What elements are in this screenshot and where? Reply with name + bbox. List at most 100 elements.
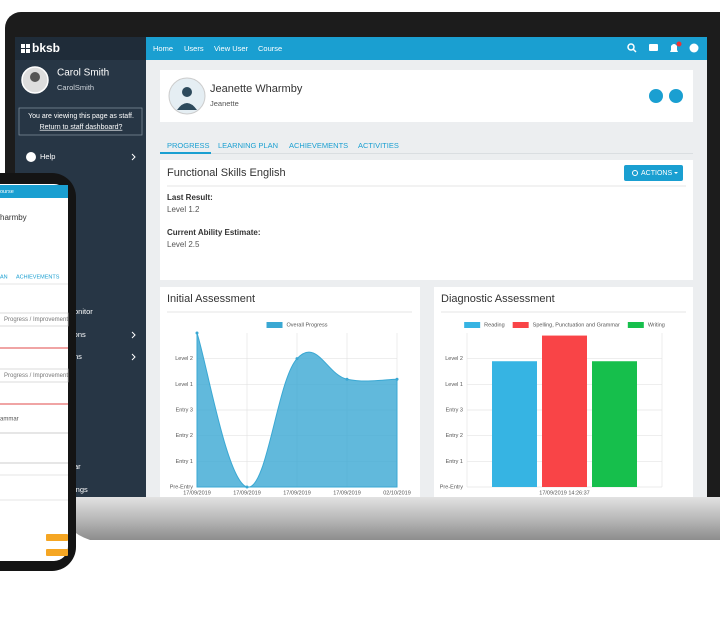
nav-link[interactable]: Home <box>153 44 173 53</box>
staff-name: Carol Smith <box>57 68 109 79</box>
y-tick-label: Entry 3 <box>446 407 463 413</box>
field-label: Last Result: <box>167 193 213 202</box>
sidebar-item[interactable]: ions <box>72 330 86 339</box>
staff-avatar-head <box>30 72 40 82</box>
bar <box>492 361 537 487</box>
y-tick-label: Pre-Entry <box>440 484 463 490</box>
learner-avatar-head <box>182 87 192 97</box>
profile-card <box>160 70 693 122</box>
help-icon <box>26 152 36 162</box>
learner-avatar-body <box>177 103 197 110</box>
area <box>196 332 398 488</box>
x-tick-label: 17/09/2019 <box>283 490 311 496</box>
point <box>195 331 199 335</box>
phone-learner-name: harmby <box>0 213 27 222</box>
sidebar-item[interactable]: Help <box>40 152 55 161</box>
y-tick-label: Level 1 <box>175 382 193 388</box>
bar <box>592 361 637 487</box>
y-tick-label: Level 2 <box>445 356 463 362</box>
legend-swatch <box>266 322 283 328</box>
chevron <box>131 153 136 161</box>
sidebar-item[interactable]: onitor <box>74 307 93 316</box>
phone-input[interactable] <box>0 368 69 383</box>
charts: Pre-Entry Entry 1 Entry 2 Entry 3 Level 1 Lev… <box>170 322 665 496</box>
phone-badge <box>46 534 68 541</box>
phone: ourse harmby AN ACHIEVEMENTS Progress / … <box>0 173 76 571</box>
field-value: Level 1.2 <box>167 205 200 214</box>
legend-label: Reading <box>484 322 505 328</box>
phone-nav <box>0 185 68 198</box>
x-tick-label: 17/09/2019 <box>333 490 361 496</box>
gear-icon <box>632 170 638 176</box>
legend-label: Overall Progress <box>287 322 328 328</box>
dashboard-link[interactable]: Return to staff dashboard? <box>40 124 123 131</box>
staff-username: CarolSmith <box>57 83 94 92</box>
tab[interactable]: PROGRESS <box>167 141 210 150</box>
phone-nav-link[interactable]: ourse <box>0 189 14 195</box>
sidebar-item[interactable]: ar <box>74 462 81 471</box>
point <box>345 377 349 381</box>
phone-tab[interactable]: AN <box>0 274 8 280</box>
x-tick-label: 17/09/2019 <box>183 490 211 496</box>
chart-title: Initial Assessment <box>167 293 255 305</box>
x-tick-label: 17/09/2019 <box>233 490 261 496</box>
bar <box>542 335 587 487</box>
field-value: Level 2.5 <box>167 240 200 249</box>
nav-icons[interactable] <box>627 41 699 53</box>
actions-label[interactable]: ACTIONS <box>641 170 672 177</box>
chevron <box>131 353 136 361</box>
profile-button[interactable] <box>669 89 683 103</box>
field-label: Current Ability Estimate: <box>167 228 261 237</box>
phone-row: ammar <box>0 417 19 423</box>
x-tick-label: 02/10/2019 <box>383 490 411 496</box>
y-tick-label: Pre-Entry <box>170 484 193 490</box>
phone-tab[interactable]: ACHIEVEMENTS <box>16 274 60 280</box>
course-card <box>160 160 693 280</box>
legend-label: Spelling, Punctuation and Grammar <box>533 322 620 328</box>
tab[interactable]: LEARNING PLAN <box>218 141 278 150</box>
top-nav <box>146 37 707 60</box>
phone-input-placeholder: Progress / Improvement <box>4 317 68 323</box>
nav-link[interactable]: Course <box>258 44 282 53</box>
logo-bar <box>15 37 146 60</box>
logo: bksb <box>32 41 60 55</box>
logo-icon <box>21 44 30 53</box>
course-title: Functional Skills English <box>167 167 286 179</box>
y-tick-label: Entry 2 <box>446 433 463 439</box>
staff-notice-box <box>18 107 143 136</box>
phone-input[interactable] <box>0 312 69 327</box>
point <box>395 377 399 381</box>
sidebar-item[interactable]: ings <box>74 485 88 494</box>
profile-button[interactable] <box>649 89 663 103</box>
point <box>245 485 249 489</box>
tab[interactable]: ACHIEVEMENTS <box>289 141 348 150</box>
legend-swatch <box>464 322 481 328</box>
phone-badge <box>46 549 68 556</box>
laptop-base <box>55 497 720 540</box>
y-tick-label: Entry 1 <box>176 459 193 465</box>
phone-input-placeholder: Progress / Improvement <box>4 373 68 379</box>
y-tick-label: Entry 1 <box>446 459 463 465</box>
y-tick-label: Entry 2 <box>176 433 193 439</box>
learner-username: Jeanette <box>210 99 239 108</box>
nav-link[interactable]: View User <box>214 44 249 53</box>
y-tick-label: Entry 3 <box>176 407 193 413</box>
chart-title: Diagnostic Assessment <box>441 293 555 305</box>
chevron <box>131 331 136 339</box>
sidebar-item[interactable]: ns <box>74 352 82 361</box>
nav-link[interactable]: Users <box>184 44 204 53</box>
point <box>295 357 299 361</box>
actions-button[interactable] <box>624 165 683 181</box>
x-tick-label: 17/09/2019 14:26:37 <box>539 490 589 496</box>
y-tick-label: Level 1 <box>445 382 463 388</box>
legend-label: Writing <box>648 322 665 328</box>
learner-name: Jeanette Wharmby <box>210 83 303 95</box>
y-tick-label: Level 2 <box>175 356 193 362</box>
staff-notice: You are viewing this page as staff. <box>28 113 134 120</box>
legend-swatch <box>627 322 644 328</box>
caret <box>674 172 678 174</box>
tab[interactable]: ACTIVITIES <box>358 141 399 150</box>
legend-swatch <box>512 322 529 328</box>
